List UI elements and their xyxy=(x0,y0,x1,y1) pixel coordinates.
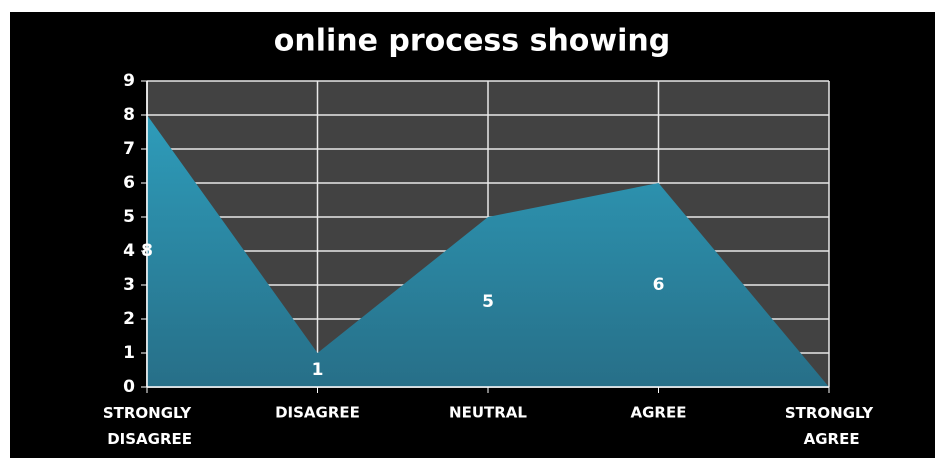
x-tick-label: NEUTRAL xyxy=(449,404,527,422)
y-tick-label: 5 xyxy=(123,207,135,227)
x-tick-label-line: AGREE xyxy=(798,430,859,448)
data-label: 1 xyxy=(312,360,324,380)
x-tick-label-line: STRONGLY xyxy=(785,404,874,422)
x-tick-label: AGREE xyxy=(631,404,687,422)
y-tick-label: 6 xyxy=(123,173,135,193)
x-tick-label: STRONGLY AGREE xyxy=(785,404,874,448)
chart-title: online process showing xyxy=(274,24,671,59)
data-label: 5 xyxy=(482,292,494,312)
x-tick-label: DISAGREE xyxy=(275,404,360,422)
y-tick-label: 7 xyxy=(123,139,135,159)
y-tick-label: 8 xyxy=(123,105,135,125)
x-tick-label: STRONGLY DISAGREE xyxy=(102,404,192,448)
area xyxy=(147,115,829,387)
y-tick-label: 0 xyxy=(123,377,135,397)
y-tick-label: 1 xyxy=(123,343,135,363)
y-tick-label: 3 xyxy=(123,275,135,295)
y-tick-label: 2 xyxy=(123,309,135,329)
y-tick-label: 4 xyxy=(123,241,135,261)
data-label: 6 xyxy=(653,275,665,295)
x-tick-label-line: DISAGREE xyxy=(102,430,192,448)
x-tick-label-line: STRONGLY xyxy=(103,404,192,422)
y-tick-label: 9 xyxy=(123,71,135,91)
